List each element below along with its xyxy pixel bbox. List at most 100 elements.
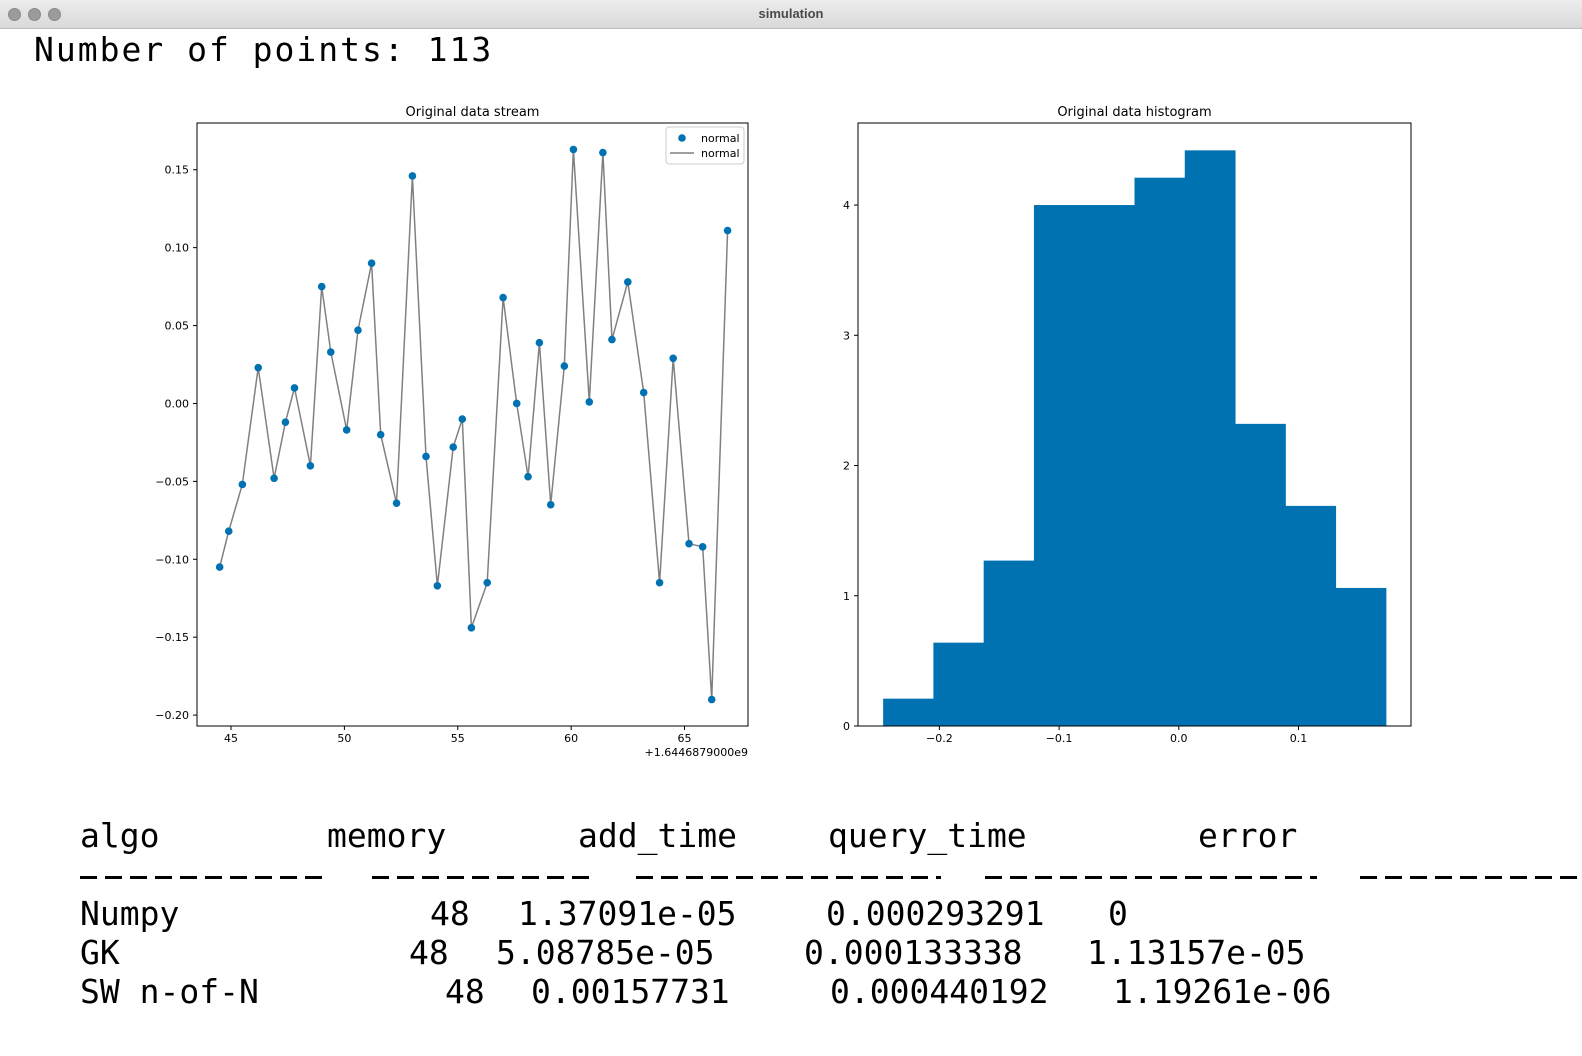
table-cell-add-time: 0.00157731 <box>531 972 730 1011</box>
data-point <box>215 563 224 571</box>
x-tick-label: 0.0 <box>1170 732 1188 745</box>
data-point <box>608 335 616 344</box>
data-point <box>422 452 430 461</box>
table-separator <box>985 876 1317 879</box>
legend-label: normal <box>701 147 740 160</box>
x-tick-label: 0.1 <box>1290 732 1308 745</box>
data-point <box>306 461 315 470</box>
data-point <box>698 543 707 551</box>
data-point <box>408 172 417 180</box>
legend-label: normal <box>701 132 740 145</box>
y-tick-label: 0.00 <box>165 397 190 410</box>
y-tick-label: 1 <box>843 590 850 603</box>
table-header-query-time: query_time <box>828 816 1027 855</box>
data-point <box>433 581 442 590</box>
y-tick-label: −0.10 <box>155 553 189 566</box>
data-point <box>238 480 247 489</box>
data-point <box>560 362 569 370</box>
data-point <box>317 282 326 291</box>
y-tick-label: 0.05 <box>165 320 190 333</box>
data-point <box>707 695 716 704</box>
histogram-bar <box>1033 205 1085 726</box>
data-point <box>449 443 458 451</box>
histogram-bar <box>933 642 985 726</box>
histogram-bar <box>1235 423 1286 726</box>
line-chart-frame <box>196 122 749 727</box>
minimize-window-icon[interactable] <box>28 8 41 21</box>
data-point <box>639 388 648 397</box>
data-point <box>655 578 664 587</box>
histogram-bar <box>883 698 934 726</box>
data-point <box>354 326 362 335</box>
histogram-bar <box>1285 505 1337 726</box>
table-cell-query-time: 0.000133338 <box>804 933 1023 972</box>
data-point <box>281 418 290 426</box>
table-header-error: error <box>1198 816 1298 855</box>
zoom-window-icon[interactable] <box>48 8 61 21</box>
table-cell-error: 1.19261e-06 <box>1113 972 1332 1011</box>
y-tick-label: −0.20 <box>155 709 189 722</box>
data-point <box>326 348 335 356</box>
y-tick-label: 4 <box>843 199 850 212</box>
table-header-add-time: add_time <box>578 816 737 855</box>
y-tick-label: −0.15 <box>155 631 189 644</box>
data-point <box>499 293 507 302</box>
data-point <box>342 426 351 434</box>
table-separator <box>1360 876 1582 879</box>
x-tick-label: 60 <box>564 732 578 745</box>
data-point <box>254 363 263 372</box>
x-tick-label: 45 <box>224 732 238 745</box>
data-point <box>376 430 385 439</box>
x-axis-offset-label: +1.6446879000e9 <box>645 746 748 759</box>
histogram-bar <box>1184 150 1236 726</box>
table-cell-memory: 48 <box>445 972 485 1011</box>
close-window-icon[interactable] <box>8 8 21 21</box>
points-count-label: Number of points: 113 <box>34 30 494 69</box>
data-point <box>624 278 632 286</box>
window-title: simulation <box>758 6 824 21</box>
histogram-frame <box>857 122 1412 727</box>
x-tick-label: 50 <box>337 732 351 745</box>
data-point <box>669 354 677 363</box>
table-cell-algo: Numpy <box>80 894 180 933</box>
histogram-bar <box>1134 177 1186 727</box>
table-cell-memory: 48 <box>430 894 470 933</box>
x-tick-label: −0.2 <box>926 732 953 745</box>
data-point <box>270 474 278 483</box>
data-point <box>524 472 532 481</box>
table-separator <box>372 876 594 879</box>
series-line <box>218 149 729 700</box>
data-point <box>685 539 693 548</box>
data-point <box>585 398 594 406</box>
data-point <box>512 399 521 408</box>
table-header-algo: algo <box>80 816 160 855</box>
data-point <box>546 500 555 509</box>
table-separator <box>80 876 330 879</box>
histogram-bar <box>1084 205 1135 726</box>
data-point <box>458 415 467 423</box>
table-cell-error: 1.13157e-05 <box>1087 933 1306 972</box>
table-cell-memory: 48 <box>409 933 449 972</box>
x-tick-label: −0.1 <box>1046 732 1073 745</box>
y-tick-label: 2 <box>843 460 850 473</box>
data-point <box>483 578 492 587</box>
y-tick-label: 3 <box>843 329 850 342</box>
title-bar: simulation <box>0 0 1582 29</box>
table-cell-query-time: 0.000293291 <box>826 894 1045 933</box>
table-separator <box>636 876 941 879</box>
data-point <box>723 226 732 235</box>
line-chart-title: Original data stream <box>406 105 540 120</box>
legend-box <box>665 126 745 165</box>
data-point <box>467 624 476 632</box>
data-point <box>535 338 544 347</box>
data-point <box>599 148 607 157</box>
histogram-bar <box>983 560 1035 726</box>
data-point <box>392 499 401 507</box>
legend-marker <box>678 134 686 142</box>
data-point <box>569 145 578 154</box>
table-cell-algo: SW n-of-N <box>80 972 259 1011</box>
table-header-memory: memory <box>327 816 447 855</box>
x-tick-label: 55 <box>451 732 465 745</box>
